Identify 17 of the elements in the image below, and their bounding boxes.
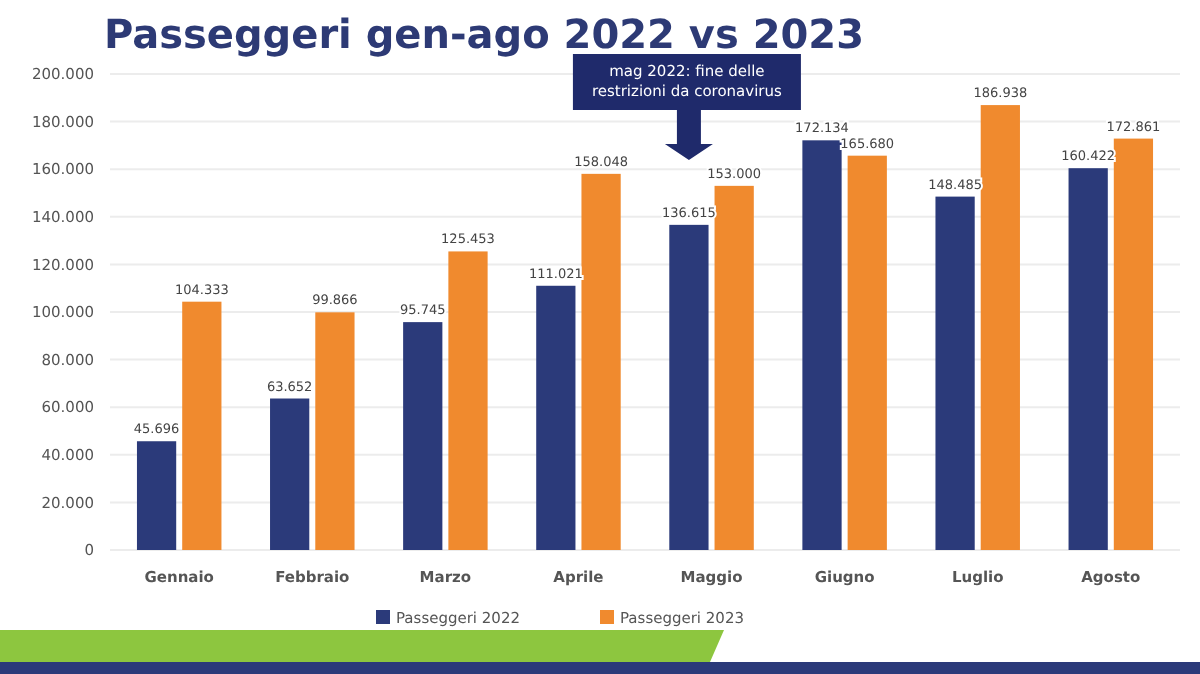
chart-title: Passeggeri gen-ago 2022 vs 2023 [104, 10, 864, 58]
bar [581, 173, 621, 550]
bar [315, 312, 355, 550]
bar [403, 322, 443, 550]
bar [270, 398, 310, 550]
bar [136, 441, 177, 550]
bar [448, 251, 488, 550]
bar [935, 196, 975, 550]
bar [669, 224, 709, 550]
bar [1113, 138, 1154, 550]
bar [802, 140, 842, 550]
bar [980, 105, 1020, 550]
bar [182, 301, 222, 550]
bar [536, 285, 576, 550]
bar [847, 155, 887, 550]
bar [714, 185, 754, 550]
bar [1068, 168, 1108, 550]
